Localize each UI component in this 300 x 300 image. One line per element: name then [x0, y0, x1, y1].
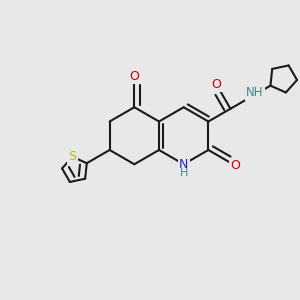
Text: NH: NH	[246, 86, 263, 99]
Text: H: H	[180, 168, 188, 178]
Text: N: N	[179, 158, 188, 171]
Text: O: O	[129, 70, 139, 83]
Text: S: S	[68, 150, 76, 164]
Text: O: O	[212, 78, 221, 91]
Text: O: O	[230, 159, 240, 172]
